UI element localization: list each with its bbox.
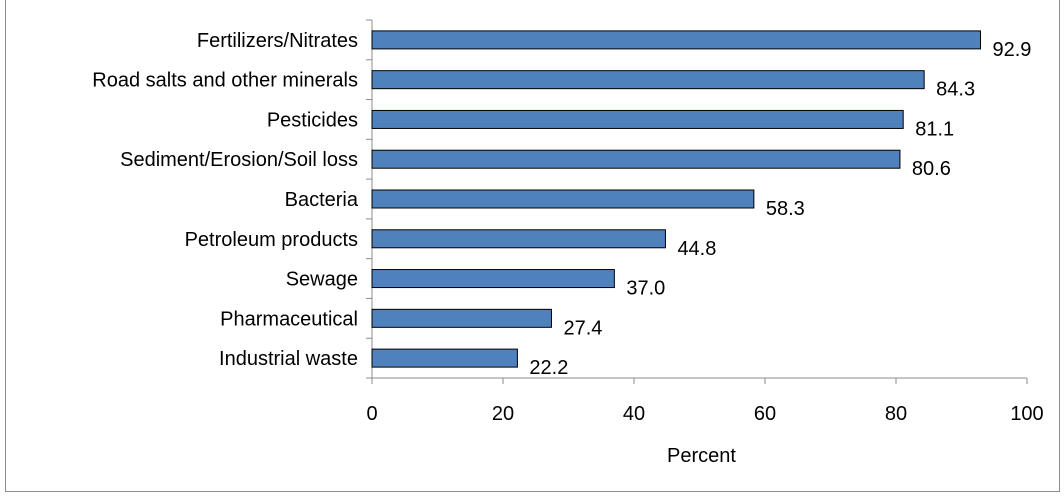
- x-axis-title: Percent: [667, 445, 736, 467]
- category-label: Petroleum products: [185, 229, 358, 251]
- bar: [371, 30, 981, 50]
- category-label: Sediment/Erosion/Soil loss: [120, 149, 358, 171]
- chart-bars: [371, 30, 981, 368]
- value-labels: 92.9 84.3 81.1 80.6 58.3 44.8 37.0 27.4 22.2: [529, 39, 1031, 379]
- category-label: Sewage: [286, 269, 358, 291]
- category-label: Road salts and other minerals: [92, 70, 358, 92]
- data-label: 84.3: [936, 79, 975, 101]
- data-label: 44.8: [677, 238, 716, 260]
- x-tick-label: 40: [623, 403, 645, 425]
- x-tick-label: 0: [366, 403, 377, 425]
- bar: [371, 109, 904, 129]
- category-labels: Fertilizers/Nitrates Road salts and other…: [92, 30, 359, 370]
- bar: [371, 189, 755, 209]
- x-tick-label: 80: [885, 403, 907, 425]
- tick-labels: 0 20 40 60 80 100: [366, 403, 1043, 425]
- data-label: 92.9: [992, 39, 1031, 61]
- category-label: Industrial waste: [219, 348, 358, 370]
- category-label: Fertilizers/Nitrates: [197, 30, 358, 52]
- category-label: Pharmaceutical: [220, 308, 358, 330]
- x-tick-label: 20: [492, 403, 514, 425]
- category-label: Pesticides: [267, 109, 358, 131]
- data-label: 58.3: [766, 198, 805, 220]
- data-label: 22.2: [529, 357, 568, 379]
- data-label: 37.0: [626, 278, 665, 300]
- data-label: 81.1: [915, 118, 954, 140]
- data-label: 80.6: [912, 158, 951, 180]
- category-label: Bacteria: [285, 189, 359, 211]
- data-label: 27.4: [563, 317, 602, 339]
- bar: [371, 229, 666, 249]
- bar: [371, 269, 615, 289]
- bar: [371, 70, 925, 90]
- x-tick-label: 60: [754, 403, 776, 425]
- x-tick-label: 100: [1010, 403, 1043, 425]
- bar: [371, 348, 518, 368]
- bar: [371, 149, 901, 169]
- bar: [371, 308, 552, 328]
